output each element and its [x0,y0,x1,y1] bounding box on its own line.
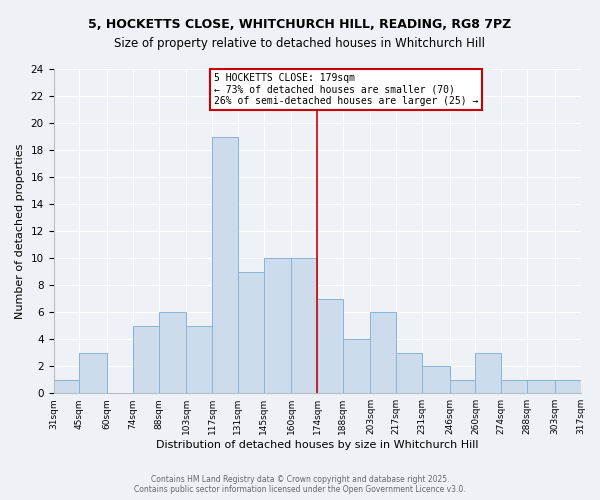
Y-axis label: Number of detached properties: Number of detached properties [15,144,25,319]
Text: 5, HOCKETTS CLOSE, WHITCHURCH HILL, READING, RG8 7PZ: 5, HOCKETTS CLOSE, WHITCHURCH HILL, READ… [88,18,512,30]
Text: Contains HM Land Registry data © Crown copyright and database right 2025.: Contains HM Land Registry data © Crown c… [151,475,449,484]
Bar [133,326,158,393]
Bar [186,326,212,393]
Bar [501,380,527,393]
Bar [158,312,186,393]
Bar [79,352,107,393]
Bar [212,136,238,393]
Bar [527,380,555,393]
Bar [370,312,396,393]
Bar [422,366,449,393]
Bar [291,258,317,393]
Bar [555,380,581,393]
X-axis label: Distribution of detached houses by size in Whitchurch Hill: Distribution of detached houses by size … [156,440,478,450]
Bar [475,352,501,393]
Bar [449,380,475,393]
Bar [238,272,263,393]
Bar [343,339,370,393]
Bar [263,258,291,393]
Text: Size of property relative to detached houses in Whitchurch Hill: Size of property relative to detached ho… [115,38,485,51]
Text: 5 HOCKETTS CLOSE: 179sqm
← 73% of detached houses are smaller (70)
26% of semi-d: 5 HOCKETTS CLOSE: 179sqm ← 73% of detach… [214,73,478,106]
Bar [396,352,422,393]
Text: Contains public sector information licensed under the Open Government Licence v3: Contains public sector information licen… [134,485,466,494]
Bar [317,298,343,393]
Bar [53,380,79,393]
